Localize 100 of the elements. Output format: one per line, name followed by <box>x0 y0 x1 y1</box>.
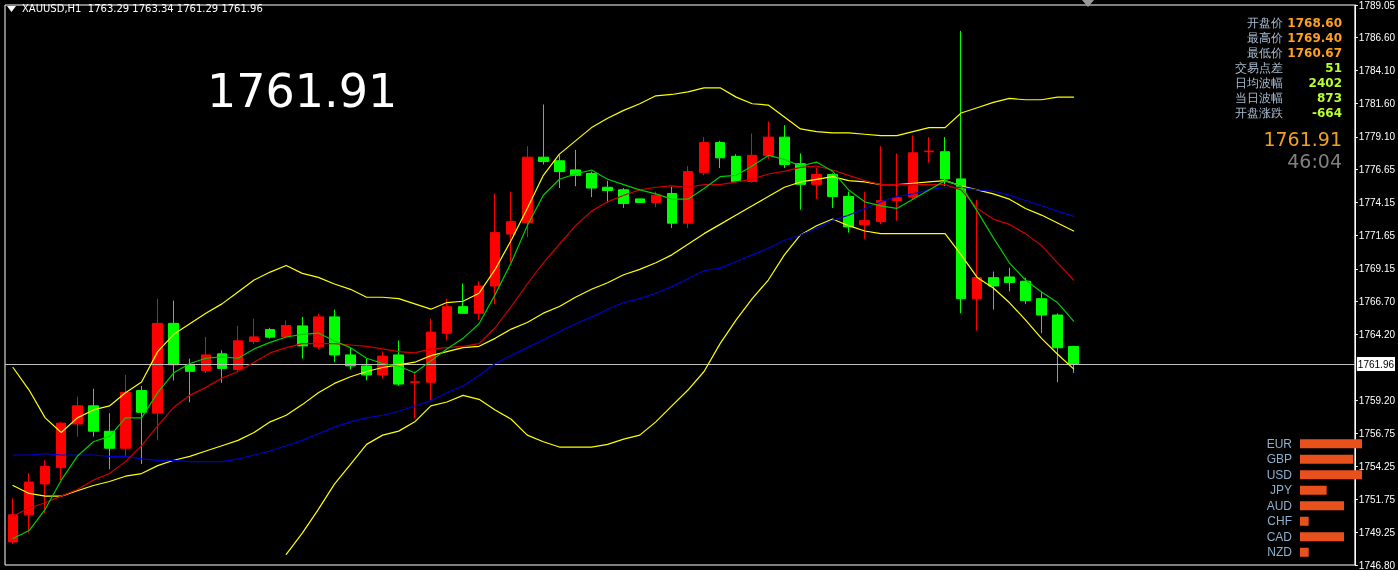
candlestick <box>72 396 83 438</box>
candlestick <box>120 374 131 458</box>
candlestick <box>474 280 484 321</box>
y-tick-label: 1774.15 <box>1358 196 1396 208</box>
candlestick <box>779 124 790 169</box>
y-tick-label: USD <box>1266 467 1293 482</box>
y-tick-label: 1766.70 <box>1358 295 1396 307</box>
y-tick-label: 1776.65 <box>1358 163 1396 175</box>
annotation: XAUUSD,H1 1763.29 1763.34 1761.29 1761.96 <box>22 3 263 14</box>
candlestick <box>1068 345 1079 374</box>
candlestick <box>329 309 340 363</box>
candlestick <box>136 385 147 465</box>
candlestick <box>908 134 918 200</box>
bar <box>1300 485 1327 495</box>
bar <box>1300 439 1362 449</box>
y-tick-label: 1771.65 <box>1358 230 1396 242</box>
candlestick <box>1052 312 1063 383</box>
candlestick <box>249 318 259 345</box>
candlestick <box>442 298 452 341</box>
annotation: 46:04 <box>1287 150 1342 172</box>
candlestick <box>426 318 436 401</box>
candlestick <box>699 136 709 176</box>
candlestick <box>586 171 597 198</box>
candlestick <box>40 459 50 514</box>
y-tick-label: 1756.75 <box>1358 427 1396 439</box>
candlestick <box>313 313 324 350</box>
candlestick <box>281 319 291 340</box>
candlestick <box>972 199 982 332</box>
bar <box>1300 532 1345 542</box>
candlestick <box>1036 290 1047 334</box>
y-tick-label: EUR <box>1266 436 1293 451</box>
candlestick <box>185 358 195 403</box>
y-tick-label: CHF <box>1267 514 1292 529</box>
y-tick-label: JPY <box>1269 483 1292 498</box>
text: 开盘涨跌 -664 <box>1235 106 1342 120</box>
candlestick <box>538 104 549 165</box>
candlestick <box>924 136 934 164</box>
annotation: 最低价 1760.67 <box>1246 46 1342 61</box>
bar <box>1300 470 1362 480</box>
y-tick-label: GBP <box>1266 452 1292 467</box>
candlestick <box>554 154 565 189</box>
candlestick <box>635 198 645 203</box>
y-tick-label: 1764.20 <box>1358 328 1396 340</box>
candlestick <box>152 298 163 441</box>
candlestick <box>859 191 870 240</box>
y-tick-label: 1754.25 <box>1358 460 1396 472</box>
candlestick <box>490 192 500 305</box>
annotation: 最高价 1769.40 <box>1246 31 1342 46</box>
candlestick <box>876 145 886 225</box>
candlestick <box>506 191 516 263</box>
candlestick <box>265 327 275 340</box>
candlestick <box>618 187 629 209</box>
y-tick-label: 1779.10 <box>1358 131 1396 143</box>
candlestick <box>651 191 661 208</box>
line-series <box>285 218 1075 555</box>
bar <box>1300 547 1309 557</box>
annotation: 1761.91 <box>207 64 398 118</box>
candlestick <box>345 347 356 370</box>
candlestick <box>763 121 774 160</box>
y-tick-label: 1784.10 <box>1358 65 1396 77</box>
bar <box>1300 454 1354 464</box>
candlestick <box>602 180 613 203</box>
y-tick-label: NZD <box>1267 545 1293 560</box>
y-tick-label: CAD <box>1266 529 1293 544</box>
bar <box>1300 516 1309 526</box>
text: 交易点差 51 <box>1235 61 1342 75</box>
candlestick <box>88 388 99 438</box>
y-tick-label: 1789.05 <box>1358 0 1396 11</box>
y-tick-label: 1759.20 <box>1358 395 1396 407</box>
candlestick <box>56 421 66 481</box>
candlestick <box>988 271 999 311</box>
candlestick <box>410 370 420 420</box>
text: 当日波幅 873 <box>1235 91 1342 105</box>
bar <box>1300 501 1345 511</box>
annotation: 开盘价 1768.60 <box>1246 16 1342 31</box>
candlestick <box>1004 267 1015 292</box>
candlestick <box>24 472 34 534</box>
text: 日均波幅 2402 <box>1235 76 1342 90</box>
candlestick <box>168 300 179 381</box>
candlestick <box>458 282 468 314</box>
candlestick <box>683 165 693 229</box>
candlestick <box>731 153 741 183</box>
ref-line-label: 1761.96 <box>1357 358 1395 370</box>
y-tick-label: AUD <box>1266 498 1293 513</box>
candlestick <box>940 136 950 187</box>
y-tick-label: 1769.15 <box>1358 263 1396 275</box>
annotation: 1761.91 <box>1263 128 1342 150</box>
candlestick <box>667 186 677 229</box>
candlestick <box>843 191 854 234</box>
y-tick-label: 1746.80 <box>1358 559 1396 570</box>
y-tick-label: 1749.25 <box>1358 527 1396 539</box>
candlestick <box>715 140 725 169</box>
candlestick <box>393 339 404 387</box>
candlestick <box>892 152 902 222</box>
y-tick-label: 1781.60 <box>1358 98 1396 110</box>
candlestick <box>522 145 533 238</box>
candlestick <box>104 412 115 470</box>
y-tick-label: 1751.75 <box>1358 493 1396 505</box>
candlestick <box>1020 277 1031 305</box>
candlestick <box>8 497 18 545</box>
